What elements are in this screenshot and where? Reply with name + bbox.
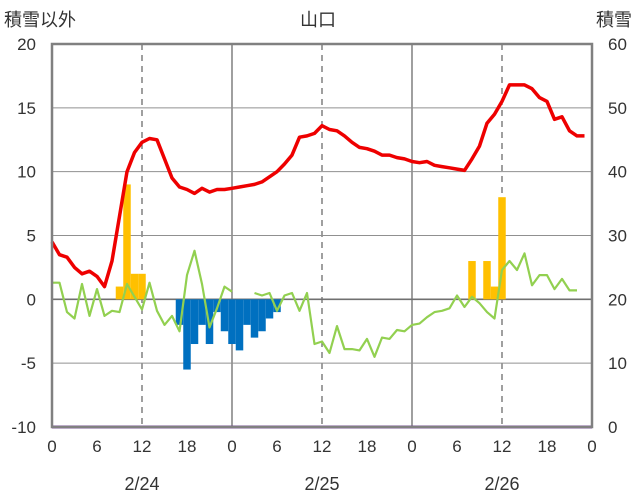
- right-tick-label: 10: [608, 354, 627, 373]
- right-tick-label: 0: [608, 418, 617, 437]
- x-tick-label: 12: [313, 437, 332, 456]
- bar-series: [115, 184, 506, 370]
- x-tick-label: 12: [493, 437, 512, 456]
- bar: [190, 299, 199, 345]
- bar: [490, 286, 499, 300]
- right-axis-title: 積雪: [596, 10, 632, 30]
- x-tick-label: 0: [407, 437, 416, 456]
- x-axis: 0 6 12 18 0 6 12 18 0 6 12 18 0: [47, 437, 596, 456]
- x-tick-label: 18: [358, 437, 377, 456]
- red_line-series: [50, 83, 585, 289]
- bar: [123, 184, 131, 300]
- x-tick-label: 18: [178, 437, 197, 456]
- plot-frame: [50, 42, 594, 429]
- x-tick-label: 6: [272, 437, 281, 456]
- bar: [265, 299, 274, 319]
- left-axis: 20 15 10 5 0 -5 -10: [11, 35, 36, 437]
- left-tick-label: 0: [27, 290, 36, 309]
- right-tick-label: 40: [608, 163, 627, 182]
- bar: [183, 299, 191, 370]
- bar: [243, 299, 251, 325]
- grid-lines: [52, 44, 592, 427]
- x-tick-label: 0: [47, 437, 56, 456]
- bar: [220, 299, 229, 332]
- green_line-series: [52, 249, 577, 358]
- date-label: 2/24: [124, 474, 159, 494]
- x-tick-label: 12: [133, 437, 152, 456]
- bar: [250, 299, 259, 338]
- bar: [273, 299, 281, 313]
- bar: [130, 273, 139, 300]
- right-tick-label: 50: [608, 99, 627, 118]
- bar: [468, 261, 476, 300]
- right-tick-label: 20: [608, 290, 627, 309]
- bar: [483, 261, 491, 300]
- right-tick-label: 60: [608, 35, 627, 54]
- left-tick-label: 20: [17, 35, 36, 54]
- bar: [228, 299, 236, 345]
- date-label: 2/26: [484, 474, 519, 494]
- x-tick-label: 6: [92, 437, 101, 456]
- bar: [138, 273, 146, 300]
- bar: [258, 299, 266, 332]
- date-labels: 2/24 2/25 2/26: [124, 474, 519, 494]
- bar: [198, 299, 206, 325]
- left-tick-label: 15: [17, 99, 36, 118]
- left-tick-label: 10: [17, 163, 36, 182]
- left-axis-title: 積雪以外: [4, 10, 76, 30]
- bar: [498, 197, 506, 300]
- x-tick-label: 0: [587, 437, 596, 456]
- left-tick-label: -5: [21, 354, 36, 373]
- left-tick-label: -10: [11, 418, 36, 437]
- right-tick-label: 30: [608, 227, 627, 246]
- chart-title: 山口: [300, 10, 336, 30]
- bar: [235, 299, 244, 351]
- bar: [175, 299, 184, 325]
- x-tick-label: 0: [227, 437, 236, 456]
- left-tick-label: 5: [27, 227, 36, 246]
- x-tick-label: 6: [452, 437, 461, 456]
- bar: [115, 286, 124, 300]
- x-tick-label: 18: [538, 437, 557, 456]
- date-label: 2/25: [304, 474, 339, 494]
- right-axis: 60 50 40 30 20 10 0: [608, 35, 627, 437]
